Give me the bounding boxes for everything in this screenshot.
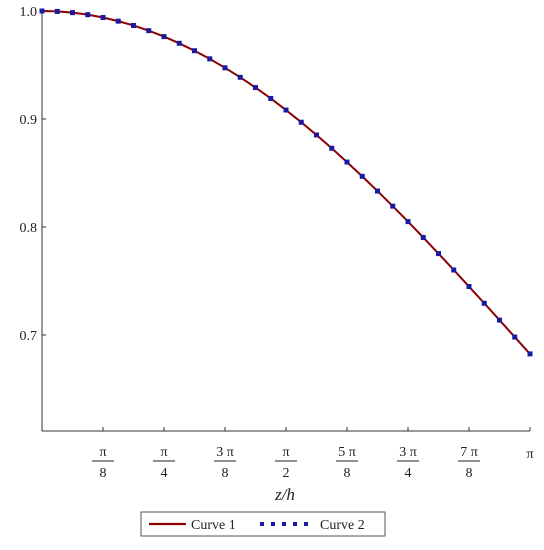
legend-label-curve-2: Curve 2 (320, 518, 365, 533)
curve-2-point (435, 251, 441, 257)
curve-2-point (329, 145, 335, 151)
x-tick-label-denominator: 4 (161, 466, 168, 481)
curve-2-point (496, 317, 502, 323)
curve-2-point (390, 203, 396, 209)
curve-2-point (39, 8, 45, 14)
curve-2-point (191, 48, 197, 54)
curve-2-point (344, 159, 350, 165)
x-tick-label-denominator: 8 (222, 466, 229, 481)
curve-2-point (69, 10, 75, 16)
y-axis-ticks: 1.0 0.9 0.8 0.7 (20, 5, 46, 344)
curve-2-point (466, 284, 472, 290)
curve-2-point (161, 34, 167, 40)
series-points (39, 8, 533, 357)
x-axis-ticks: π 8 π 4 3 π 8 π 2 5 π 8 3 π 4 7 π 8 π (92, 427, 534, 481)
x-tick-label-denominator: 8 (466, 466, 473, 481)
curve-2-point (374, 188, 380, 194)
y-tick-label: 0.7 (20, 329, 38, 344)
x-tick-label-numerator: π (160, 445, 167, 460)
x-tick-label-numerator: π (282, 445, 289, 460)
curve-2-point (481, 300, 487, 306)
curve-2-point (176, 40, 182, 46)
curve-2-point (283, 107, 289, 113)
curve-2-point (512, 334, 518, 340)
series-lines (41, 10, 531, 355)
legend-label-curve-1: Curve 1 (191, 518, 236, 533)
curve-2-point (100, 14, 106, 20)
x-tick-label-denominator: 4 (405, 466, 412, 481)
curve-2-point (359, 173, 365, 179)
y-tick-label: 0.9 (20, 113, 38, 128)
x-tick-label-numerator: 3 π (216, 445, 234, 460)
curve-2-point (207, 56, 213, 62)
x-tick-label-numerator: 5 π (338, 445, 356, 460)
x-tick-label-denominator: 2 (283, 466, 290, 481)
curve-2-point (115, 18, 121, 24)
x-axis-label: z/h (274, 485, 295, 504)
x-tick-label-numerator: π (526, 447, 533, 462)
x-tick-label-denominator: 8 (344, 466, 351, 481)
curve-2-point (130, 22, 136, 28)
y-tick-label: 0.8 (20, 221, 38, 236)
curve-2-point (85, 12, 91, 18)
x-tick-label-numerator: 7 π (460, 445, 478, 460)
series-line-curve-1 (41, 10, 531, 355)
curve-2-point (420, 234, 426, 240)
x-tick-label-numerator: π (99, 445, 106, 460)
curve-2-point (222, 65, 228, 71)
curve-2-point (313, 132, 319, 138)
curve-2-point (54, 8, 60, 14)
curve-2-point (237, 74, 243, 80)
x-tick-label-denominator: 8 (100, 466, 107, 481)
curve-2-point (527, 351, 533, 357)
curve-2-point (252, 85, 258, 91)
x-tick-label-numerator: 3 π (399, 445, 417, 460)
curve-2-point (451, 267, 457, 273)
legend: Curve 1 Curve 2 (140, 511, 386, 537)
curve-2-point (405, 219, 411, 225)
y-tick-label: 1.0 (20, 5, 38, 20)
curve-2-point (268, 95, 274, 101)
curve-2-point (298, 119, 304, 125)
curve-2-point (146, 28, 152, 34)
axes (41, 11, 530, 432)
